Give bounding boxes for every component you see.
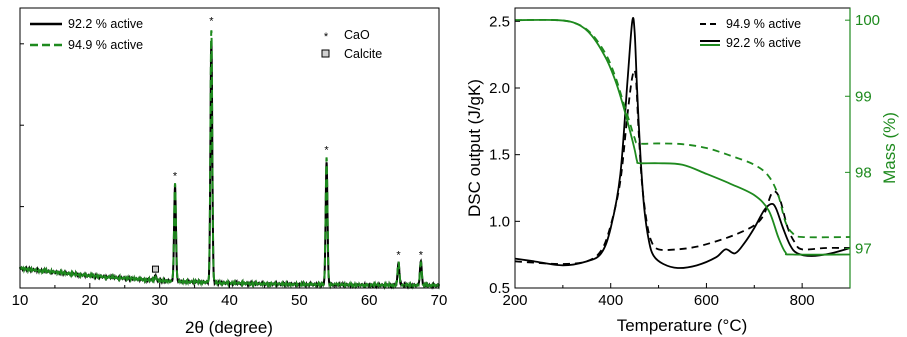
xrd-x-tick-label: 40 bbox=[221, 292, 238, 309]
mass-series-92-2-active bbox=[514, 18, 851, 256]
dsc-x-ticks: 200 400 600 800 bbox=[502, 283, 815, 309]
dsc-chart: 200 400 600 800 0.5 1.0 1.5 2.0 2.5 97 98 99 100 T… bbox=[465, 7, 899, 335]
xrd-series-92-2-active bbox=[19, 43, 440, 290]
xrd-chart: * * * * * 10 20 30 40 50 60 70 2θ (degree) 92.2 % … bbox=[12, 7, 448, 337]
xrd-series-94-9-active bbox=[19, 30, 440, 290]
mass-y-tick-label: 100 bbox=[855, 12, 880, 29]
mass-y-tick-label: 98 bbox=[855, 164, 872, 181]
xrd-plot-area bbox=[19, 30, 440, 290]
xrd-y-ticks bbox=[20, 43, 24, 208]
dsc-y-tick-label: 2.0 bbox=[489, 80, 510, 97]
calcite-marker-square bbox=[321, 49, 330, 58]
calcite-legend-label: Calcite bbox=[344, 47, 382, 61]
mass-y-tick-label: 99 bbox=[855, 88, 872, 105]
xrd-phase-legend: * CaO Calcite bbox=[321, 28, 382, 61]
cao-legend-label: CaO bbox=[344, 28, 370, 42]
dsc-axes-frame bbox=[514, 7, 851, 289]
cao-peak-marker: * bbox=[419, 250, 424, 262]
xrd-legend: 92.2 % active 94.9 % active bbox=[30, 17, 143, 52]
dsc-y-tick-label: 1.0 bbox=[489, 213, 510, 230]
dsc-y-tick-label: 2.5 bbox=[489, 13, 510, 30]
dsc-x-axis-label: Temperature (°C) bbox=[617, 316, 748, 335]
xrd-legend-label-92: 92.2 % active bbox=[68, 17, 143, 31]
xrd-x-tick-label: 60 bbox=[361, 292, 378, 309]
cao-peak-marker: * bbox=[396, 249, 401, 261]
dsc-y-ticks: 0.5 1.0 1.5 2.0 2.5 bbox=[489, 13, 520, 297]
dsc-series-94-9-active bbox=[514, 69, 851, 265]
mass-series-94-9-active bbox=[514, 18, 851, 239]
xrd-legend-label-949: 94.9 % active bbox=[68, 38, 143, 52]
dsc-y-axis-label: DSC output (J/gK) bbox=[465, 79, 484, 217]
dsc-legend: 94.9 % active 92.2 % active bbox=[700, 17, 801, 50]
xrd-phase-markers: * * * * * bbox=[151, 16, 424, 273]
dsc-x-tick-label: 800 bbox=[790, 292, 815, 309]
dsc-x-tick-label: 400 bbox=[598, 292, 623, 309]
mass-y-ticks: 97 98 99 100 bbox=[845, 8, 880, 288]
cao-peak-marker: * bbox=[324, 145, 329, 157]
cao-peak-marker: * bbox=[209, 16, 214, 28]
dsc-y-tick-label: 1.5 bbox=[489, 147, 510, 164]
xrd-x-tick-label: 70 bbox=[431, 292, 448, 309]
dsc-y-tick-label: 0.5 bbox=[489, 280, 510, 297]
mass-y-axis-label: Mass (%) bbox=[880, 112, 899, 184]
xrd-x-axis-label: 2θ (degree) bbox=[185, 318, 273, 337]
xrd-x-tick-label: 30 bbox=[151, 292, 168, 309]
xrd-x-tick-label: 10 bbox=[12, 292, 29, 309]
xrd-x-ticks: 10 20 30 40 50 60 70 bbox=[12, 283, 448, 309]
dsc-x-tick-label: 200 bbox=[502, 292, 527, 309]
cao-peak-marker: * bbox=[173, 171, 178, 183]
dsc-legend-label-922: 92.2 % active bbox=[726, 36, 801, 50]
xrd-x-tick-label: 20 bbox=[81, 292, 98, 309]
dsc-legend-label-949: 94.9 % active bbox=[726, 17, 801, 31]
cao-marker-symbol: * bbox=[324, 31, 329, 43]
calcite-peak-marker bbox=[151, 265, 159, 273]
dsc-plot-area bbox=[514, 17, 851, 269]
dsc-x-tick-label: 600 bbox=[694, 292, 719, 309]
mass-y-tick-label: 97 bbox=[855, 240, 872, 257]
xrd-x-tick-label: 50 bbox=[291, 292, 308, 309]
dsc-series-92-2-active bbox=[514, 17, 851, 269]
